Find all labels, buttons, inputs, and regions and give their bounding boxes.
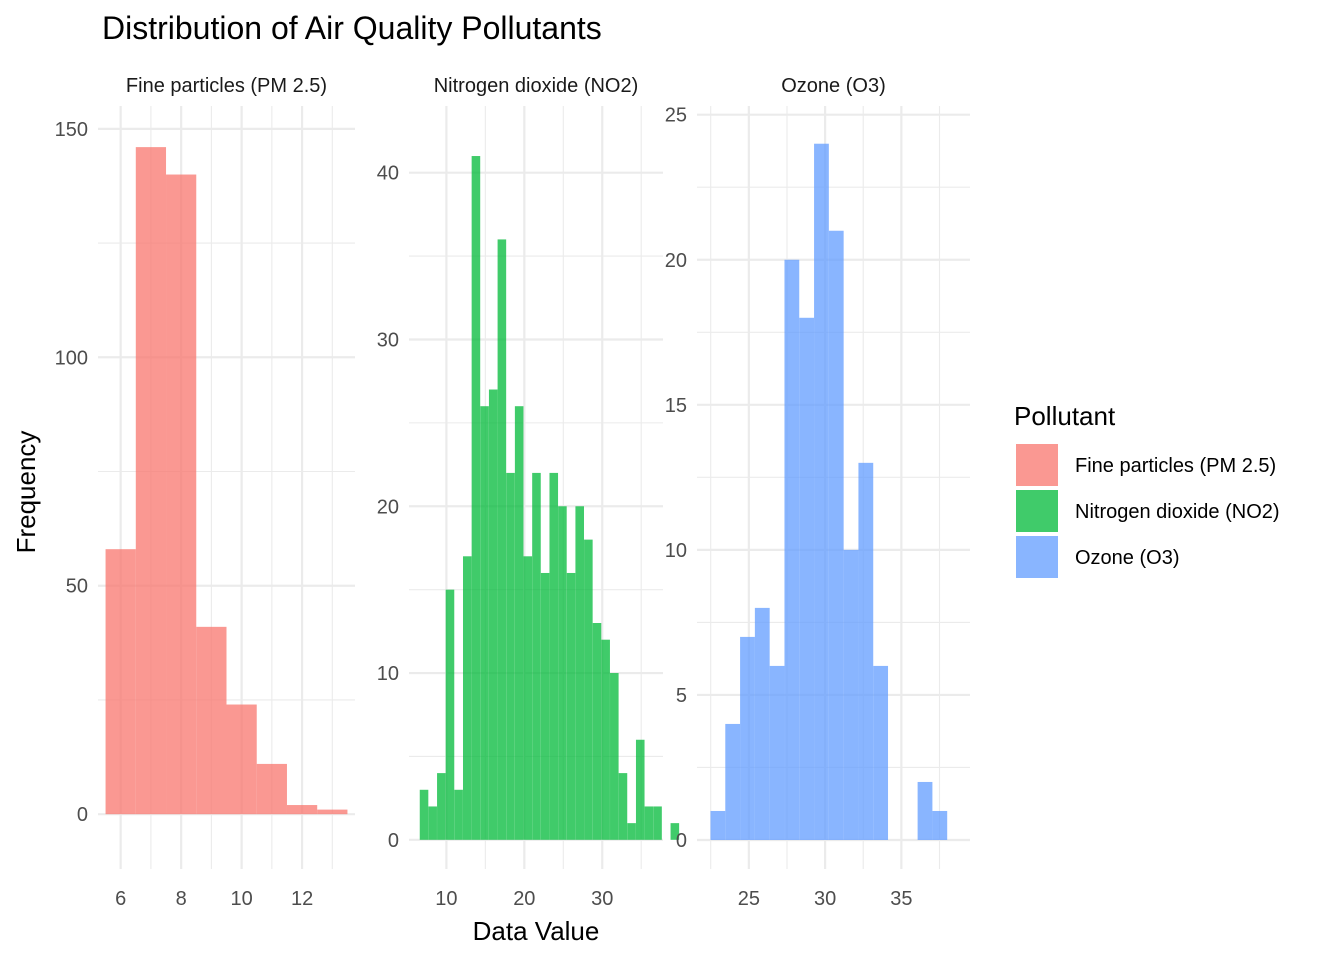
histogram-bar: [653, 806, 662, 840]
histogram-bar: [601, 639, 610, 840]
legend: Pollutant Fine particles (PM 2.5) Nitroge…: [1014, 401, 1280, 578]
legend-label: Ozone (O3): [1075, 547, 1179, 569]
histogram-bar: [532, 472, 541, 840]
histogram-bar: [932, 810, 948, 840]
histogram-bar: [428, 806, 437, 840]
legend-swatch: [1016, 444, 1058, 486]
histogram-bar: [419, 789, 429, 840]
legend-label: Fine particles (PM 2.5): [1075, 455, 1276, 477]
histogram-bar: [454, 789, 463, 840]
histogram-bar: [710, 810, 726, 840]
histogram-bar: [843, 549, 859, 840]
y-tick-label: 100: [55, 347, 88, 369]
y-tick-label: 25: [665, 105, 687, 127]
legend-title: Pollutant: [1014, 401, 1116, 431]
y-tick-label: 0: [388, 830, 399, 852]
x-tick-label: 12: [291, 888, 313, 910]
histogram-bar: [523, 556, 533, 840]
y-tick-label: 150: [55, 119, 88, 141]
histogram-bar: [471, 156, 481, 840]
histogram-bar: [256, 763, 287, 815]
histogram-bar: [618, 773, 628, 840]
x-tick-label: 25: [738, 888, 760, 910]
histogram-bar: [627, 823, 636, 840]
y-tick-label: 30: [377, 329, 399, 351]
facet-panel-fine-particles-pm-2-5: 0 50 100 150 6 8 10 12 Fine particles (PM 2.5): [55, 75, 355, 910]
histogram-bar: [549, 472, 559, 840]
histogram-bar: [480, 406, 489, 840]
histogram-bar: [462, 556, 472, 840]
x-tick-label: 35: [890, 888, 912, 910]
histogram-bar: [497, 239, 507, 840]
histogram-bar: [514, 406, 524, 840]
facet-strip-label: Nitrogen dioxide (NO2): [434, 75, 639, 97]
histogram-bar: [740, 636, 755, 840]
histogram-bar: [754, 607, 770, 840]
histogram-bar: [105, 549, 136, 815]
x-tick-label: 6: [115, 888, 126, 910]
histogram-bar: [610, 673, 619, 840]
facet-panel-nitrogen-dioxide-no2: 0 10 20 30 40 10 20 30 Nitrogen dioxide (NO2): [377, 75, 680, 910]
histogram-bar: [575, 506, 584, 840]
histogram-bar: [540, 572, 550, 840]
histogram-bar: [226, 704, 257, 815]
y-tick-label: 15: [665, 395, 687, 417]
histogram-bar: [784, 259, 800, 840]
facet-strip-label: Fine particles (PM 2.5): [126, 75, 327, 97]
histogram-bar: [566, 572, 576, 840]
x-tick-label: 30: [591, 888, 613, 910]
histogram-bar: [799, 317, 815, 840]
histogram-bar: [670, 823, 680, 840]
histogram-bar: [286, 805, 318, 815]
histogram-bar: [584, 539, 593, 840]
histogram-bar: [317, 809, 348, 815]
x-tick-label: 10: [435, 888, 457, 910]
y-tick-label: 10: [665, 540, 687, 562]
y-tick-label: 0: [676, 830, 687, 852]
legend-swatch: [1016, 536, 1058, 578]
x-tick-label: 8: [176, 888, 187, 910]
y-tick-label: 20: [665, 250, 687, 272]
histogram-bar: [917, 781, 933, 840]
histogram-bar: [506, 472, 515, 840]
facet-strip-label: Ozone (O3): [781, 75, 885, 97]
x-axis-title: Data Value: [473, 916, 600, 946]
y-tick-label: 10: [377, 663, 399, 685]
histogram-bar: [814, 143, 829, 840]
histogram-bar: [166, 174, 197, 815]
legend-label: Nitrogen dioxide (NO2): [1075, 501, 1280, 523]
histogram-bar: [725, 723, 741, 840]
histogram-bar: [445, 589, 455, 840]
legend-entries: Fine particles (PM 2.5) Nitrogen dioxide …: [1016, 444, 1280, 578]
y-tick-label: 40: [377, 163, 399, 185]
histogram-bar: [858, 462, 874, 840]
histogram-bar: [828, 230, 844, 840]
legend-swatch: [1016, 490, 1058, 532]
y-tick-label: 0: [77, 804, 88, 826]
histogram-bar: [873, 665, 889, 840]
histogram-bar: [558, 506, 567, 840]
chart-title: Distribution of Air Quality Pollutants: [102, 10, 602, 46]
histogram-bar: [488, 389, 498, 840]
histogram-bar: [644, 806, 654, 840]
histogram-bar: [635, 739, 645, 840]
x-tick-label: 10: [230, 888, 252, 910]
histogram-bar: [769, 665, 785, 840]
histogram-bar: [135, 147, 167, 815]
histogram-bar: [437, 773, 446, 840]
y-tick-label: 5: [676, 685, 687, 707]
histogram-bar: [592, 623, 602, 840]
y-tick-label: 50: [66, 576, 88, 598]
histogram-bar: [196, 626, 227, 815]
facet-panel-ozone-o3: 0 5 10 15 20 25 25 30 35 Ozone (O3): [665, 75, 970, 910]
x-tick-label: 30: [814, 888, 836, 910]
y-tick-label: 20: [377, 496, 399, 518]
y-axis-title: Frequency: [11, 431, 41, 554]
x-tick-label: 20: [513, 888, 535, 910]
